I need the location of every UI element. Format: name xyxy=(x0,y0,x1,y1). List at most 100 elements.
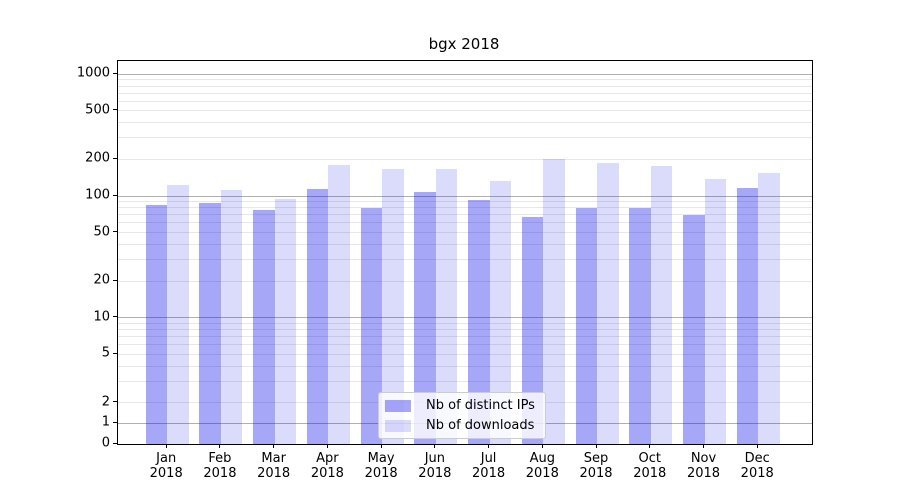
legend-label-distinct-ips: Nb of distinct IPs xyxy=(426,398,535,413)
bar-distinct-ips-dec xyxy=(736,188,759,444)
bar-downloads-feb xyxy=(220,190,243,444)
x-tick-label-sep: Sep 2018 xyxy=(579,451,613,481)
y-tick-mark-100 xyxy=(113,194,117,196)
minor-gridline-60 xyxy=(118,222,812,224)
bar-distinct-ips-oct xyxy=(629,208,651,444)
bar-downloads-mar xyxy=(274,198,297,444)
bar-distinct-ips-jun xyxy=(414,192,436,444)
bar-distinct-ips-nov xyxy=(683,214,705,444)
x-tick-mark-jan xyxy=(165,444,167,448)
x-tick-mark-jun xyxy=(434,444,436,448)
x-tick-label-dec: Dec 2018 xyxy=(740,451,774,481)
legend-entry-downloads: Nb of downloads xyxy=(385,418,535,433)
y-tick-mark-200 xyxy=(113,157,117,159)
minor-gridline-300 xyxy=(118,137,812,139)
x-tick-label-jul: Jul 2018 xyxy=(472,451,506,481)
y-tick-label-5: 5 xyxy=(101,345,110,361)
minor-gridline-4 xyxy=(118,365,812,367)
bar-downloads-dec xyxy=(758,172,780,444)
bar-distinct-ips-aug xyxy=(521,217,544,444)
x-tick-mark-sep xyxy=(595,444,597,448)
bar-downloads-apr xyxy=(328,164,350,444)
y-tick-label-10: 10 xyxy=(93,309,110,325)
minor-gridline-9 xyxy=(118,322,812,324)
y-tick-label-0: 0 xyxy=(101,435,110,451)
bar-distinct-ips-jan xyxy=(145,204,168,444)
legend-entry-distinct-ips: Nb of distinct IPs xyxy=(385,398,535,413)
minor-gridline-3 xyxy=(118,380,812,382)
bar-distinct-ips-sep xyxy=(575,207,598,444)
legend-label-downloads: Nb of downloads xyxy=(426,418,535,433)
legend-swatch-distinct-ips xyxy=(385,399,411,412)
y-tick-mark-2 xyxy=(113,401,117,403)
x-tick-label-apr: Apr 2018 xyxy=(310,451,344,481)
bar-downloads-jan xyxy=(167,185,189,444)
minor-gridline-50 xyxy=(118,232,812,234)
x-tick-label-mar: Mar 2018 xyxy=(257,451,291,481)
minor-gridline-200 xyxy=(118,158,812,160)
x-tick-label-may: May 2018 xyxy=(364,451,398,481)
y-tick-label-100: 100 xyxy=(85,187,110,203)
plot-area xyxy=(117,60,813,445)
minor-gridline-400 xyxy=(118,122,812,124)
minor-gridline-900 xyxy=(118,79,812,81)
minor-gridline-600 xyxy=(118,100,812,102)
legend-swatch-downloads xyxy=(385,419,411,432)
legend: Nb of distinct IPs Nb of downloads xyxy=(378,392,546,439)
minor-gridline-90 xyxy=(118,201,812,203)
bar-distinct-ips-apr xyxy=(306,188,329,444)
y-tick-mark-0 xyxy=(113,442,117,444)
y-tick-mark-1 xyxy=(113,421,117,423)
bar-downloads-aug xyxy=(543,158,565,444)
x-tick-label-nov: Nov 2018 xyxy=(686,451,721,481)
x-tick-mark-jul xyxy=(488,444,490,448)
y-tick-mark-20 xyxy=(113,279,117,281)
x-tick-mark-dec xyxy=(756,444,758,448)
y-tick-mark-50 xyxy=(113,231,117,233)
x-tick-label-jun: Jun 2018 xyxy=(418,451,452,481)
major-gridline-10 xyxy=(118,317,812,319)
bar-distinct-ips-jul xyxy=(468,199,490,444)
x-tick-label-aug: Aug 2018 xyxy=(525,451,559,481)
x-tick-mark-oct xyxy=(649,444,651,448)
minor-gridline-5 xyxy=(118,353,812,355)
minor-gridline-30 xyxy=(118,259,812,261)
bar-downloads-oct xyxy=(650,165,673,444)
y-tick-label-1000: 1000 xyxy=(76,65,110,81)
x-tick-label-jan: Jan 2018 xyxy=(149,451,183,481)
x-tick-mark-aug xyxy=(541,444,543,448)
major-gridline-1000 xyxy=(118,73,812,75)
minor-gridline-800 xyxy=(118,85,812,87)
chart-title: bgx 2018 xyxy=(428,35,500,53)
minor-gridline-40 xyxy=(118,243,812,245)
minor-gridline-70 xyxy=(118,214,812,216)
x-tick-mark-may xyxy=(380,444,382,448)
x-tick-label-oct: Oct 2018 xyxy=(633,451,667,481)
x-tick-mark-apr xyxy=(326,444,328,448)
minor-gridline-6 xyxy=(118,344,812,346)
y-tick-mark-1000 xyxy=(113,72,117,74)
bar-downloads-may xyxy=(382,169,404,444)
bar-distinct-ips-mar xyxy=(253,209,275,444)
bar-downloads-jul xyxy=(489,180,512,444)
minor-gridline-7 xyxy=(118,336,812,338)
bar-distinct-ips-feb xyxy=(199,203,221,444)
x-tick-mark-nov xyxy=(703,444,704,448)
bar-downloads-jun xyxy=(435,168,458,444)
major-gridline-100 xyxy=(118,195,812,197)
y-tick-label-2: 2 xyxy=(101,394,110,410)
y-tick-mark-5 xyxy=(113,352,117,354)
x-tick-mark-mar xyxy=(273,444,275,448)
minor-gridline-80 xyxy=(118,207,812,209)
x-tick-mark-feb xyxy=(219,444,221,448)
minor-gridline-500 xyxy=(118,110,812,112)
y-tick-label-200: 200 xyxy=(85,150,110,166)
minor-gridline-20 xyxy=(118,280,812,282)
y-tick-mark-500 xyxy=(113,109,117,111)
bar-downloads-sep xyxy=(597,162,619,444)
bar-downloads-nov xyxy=(704,178,726,444)
y-tick-mark-10 xyxy=(113,316,117,318)
bar-distinct-ips-may xyxy=(360,207,383,444)
y-tick-label-50: 50 xyxy=(93,224,110,240)
